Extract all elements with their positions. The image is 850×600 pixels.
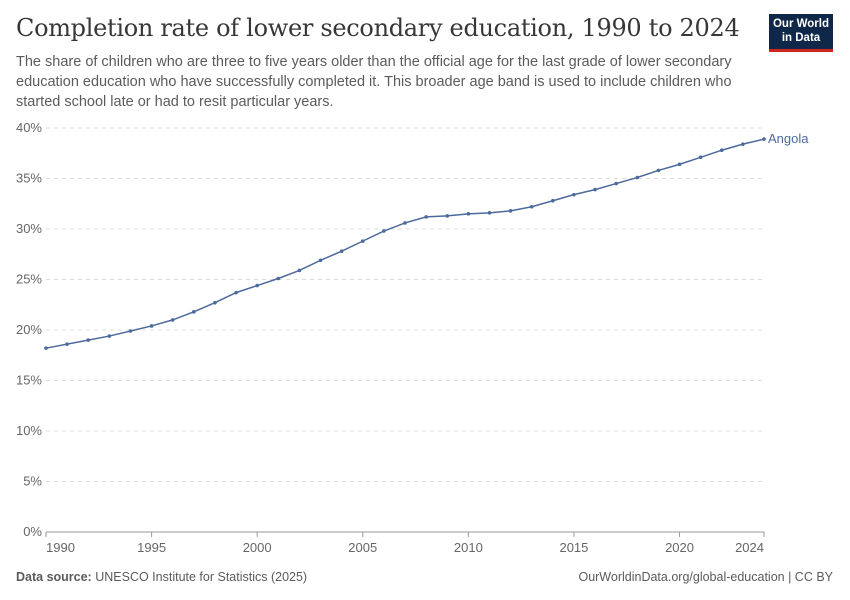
data-point <box>128 329 133 333</box>
y-tick-label: 25% <box>16 272 42 287</box>
data-point <box>656 168 661 173</box>
data-source: Data source: UNESCO Institute for Statis… <box>16 570 307 584</box>
x-tick-label: 2005 <box>348 540 377 555</box>
data-point <box>719 148 724 153</box>
footer-link[interactable]: OurWorldinData.org/global-education | CC… <box>578 570 833 584</box>
data-point <box>614 181 618 186</box>
series-line <box>45 138 765 349</box>
data-point <box>86 338 91 342</box>
data-point <box>551 198 555 203</box>
source-text[interactable]: UNESCO Institute for Statistics (2025) <box>95 570 308 584</box>
data-point <box>276 276 281 281</box>
data-point <box>382 229 386 233</box>
x-tick-label: 2015 <box>559 540 588 555</box>
data-point <box>192 310 196 314</box>
data-point <box>44 346 48 350</box>
data-point <box>762 137 766 141</box>
line-chart: 0% 5% 10% 15% 20% 25% 30% 35% 40% 1990 1995 2000 200… <box>16 120 809 555</box>
data-point <box>677 162 682 167</box>
y-tick-label: 20% <box>16 322 42 337</box>
data-point <box>529 204 534 209</box>
data-point <box>445 214 450 218</box>
data-point <box>170 318 175 322</box>
y-tick-label: 15% <box>16 373 42 388</box>
data-point <box>360 239 365 243</box>
data-point <box>572 192 576 197</box>
y-tick-label: 5% <box>23 474 42 489</box>
data-point <box>318 258 323 263</box>
data-point <box>234 290 238 295</box>
data-point <box>466 212 471 216</box>
data-point <box>635 175 640 180</box>
y-tick-label: 10% <box>16 423 42 438</box>
data-point <box>424 215 428 219</box>
x-tick-label: 1990 <box>46 540 75 555</box>
data-point <box>741 142 745 146</box>
data-point <box>149 324 154 328</box>
y-tick-label: 30% <box>16 221 42 236</box>
x-tick-label: 2024 <box>735 540 764 555</box>
y-tick-label: 0% <box>23 524 42 539</box>
data-point <box>698 155 703 160</box>
source-label: Data source: <box>16 570 92 584</box>
data-point <box>255 283 259 288</box>
chart-title: Completion rate of lower secondary educa… <box>16 14 740 42</box>
y-tick-label: 35% <box>16 171 42 186</box>
x-tick-label: 2000 <box>243 540 272 555</box>
data-point <box>593 187 597 192</box>
data-point <box>107 334 112 338</box>
series-label: Angola <box>768 131 809 146</box>
data-point <box>403 221 407 225</box>
y-tick-label: 40% <box>16 120 42 135</box>
data-point <box>213 300 217 305</box>
data-point <box>339 249 344 254</box>
data-point <box>487 211 492 215</box>
data-point <box>65 342 69 346</box>
data-point <box>297 268 302 273</box>
x-tick-label: 2010 <box>454 540 483 555</box>
chart-subtitle: The share of children who are three to f… <box>16 54 732 110</box>
data-point <box>508 209 513 213</box>
x-tick-label: 1995 <box>137 540 166 555</box>
owid-logo[interactable]: Our World in Data <box>769 14 833 52</box>
x-tick-label: 2020 <box>665 540 694 555</box>
